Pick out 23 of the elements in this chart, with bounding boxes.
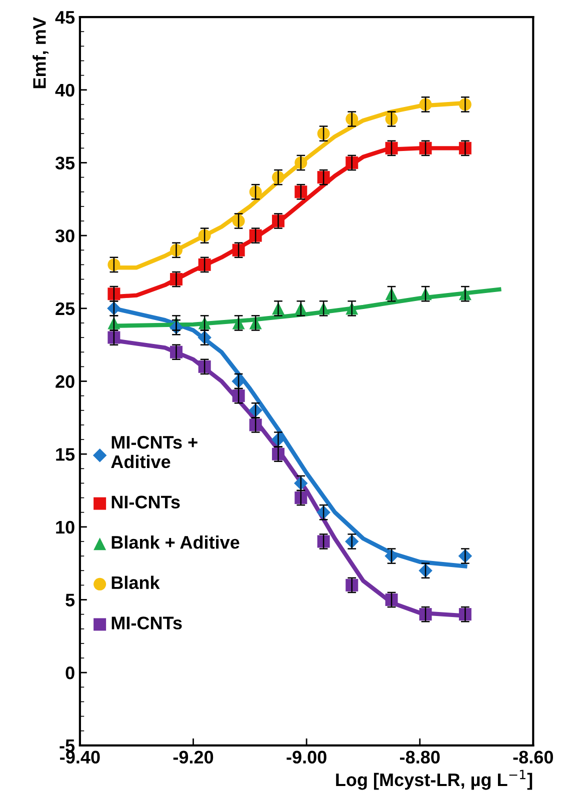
x-tick-label: -9.20	[173, 750, 214, 764]
y-tick-label: -5	[60, 740, 75, 752]
legend-label: MI-CNTs	[112, 616, 182, 630]
x-tick-label: -9.40	[60, 750, 100, 764]
x-tick-label: -8.80	[400, 750, 440, 764]
x-axis-title: Log [Mcyst-LR, µg L$^{−1}$]	[336, 770, 532, 790]
legend-label: Blank	[112, 576, 160, 590]
legend-label: NI-CNTs	[112, 496, 180, 508]
y-tick-label: 30	[55, 229, 74, 242]
y-tick-label: 10	[56, 520, 74, 534]
y-tick-label: 25	[56, 302, 75, 316]
y-tick-label: 15	[56, 448, 75, 461]
y-tick-label: 40	[55, 84, 74, 97]
legend-label: MI-CNTs + Aditive	[111, 436, 198, 468]
x-tick-label: -8.60	[513, 750, 553, 764]
legend-label: Blank + Aditive	[112, 536, 240, 549]
y-axis-title: Emf, mV	[32, 17, 48, 88]
y-tick-label: 5	[66, 594, 75, 606]
x-tick-label: -9.00	[286, 750, 326, 764]
y-tick-label: 45	[55, 11, 75, 24]
y-tick-label: 20	[56, 375, 74, 388]
y-tick-label: 35	[55, 156, 75, 170]
y-tick-label: 0	[66, 666, 74, 680]
